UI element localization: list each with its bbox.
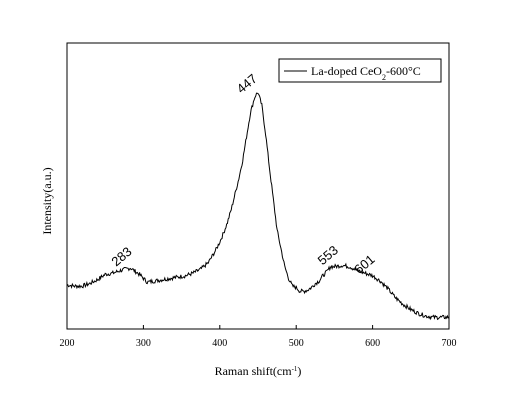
x-tick-label: 500 [289, 338, 304, 349]
legend: La-doped CeO2-600°C [278, 58, 442, 83]
peak-label: 601 [351, 252, 377, 277]
peak-label: 553 [315, 242, 341, 267]
plot-frame [66, 42, 450, 330]
peak-annotations: 283 447 553 601 [108, 71, 377, 277]
x-axis-ticks: 200 300 400 500 600 700 [60, 325, 457, 349]
x-axis-title-main: Raman shift(cm [215, 364, 293, 378]
x-tick-label: 700 [442, 338, 457, 349]
legend-entry-name: La-doped CeO [311, 64, 382, 78]
peak-label: 283 [108, 244, 134, 269]
series-line [66, 92, 450, 321]
series-layer [66, 92, 450, 321]
x-axis-title-tail: ) [297, 364, 301, 378]
x-tick-label: 400 [212, 338, 227, 349]
legend-entry-subscript: 2 [382, 73, 386, 82]
legend-entry: La-doped CeO2-600°C [311, 64, 421, 82]
x-axis-title: Raman shift(cm-1) [215, 364, 302, 378]
legend-entry-tail: -600°C [386, 64, 421, 78]
x-axis-title-superscript: -1 [292, 365, 298, 373]
x-tick-label: 600 [365, 338, 380, 349]
y-axis-title: Intensity(a.u.) [40, 167, 54, 234]
x-tick-label: 200 [60, 338, 75, 349]
x-tick-label: 300 [136, 338, 151, 349]
legend-box [278, 58, 442, 83]
peak-label: 447 [234, 71, 260, 96]
